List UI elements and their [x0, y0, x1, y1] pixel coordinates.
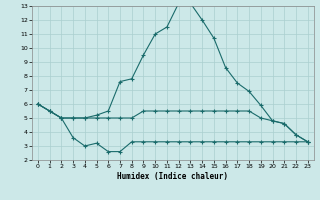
- X-axis label: Humidex (Indice chaleur): Humidex (Indice chaleur): [117, 172, 228, 181]
